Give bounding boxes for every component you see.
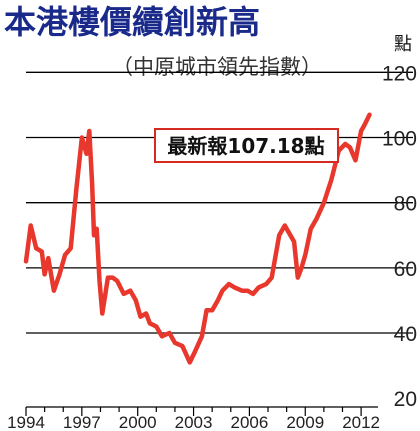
x-tick-label: 1997 (63, 413, 101, 431)
x-axis-ticks: 1994 1997 2000 2003 2006 2009 2012 (7, 406, 380, 431)
callout-box (154, 128, 339, 163)
y-tick-label: 100 (382, 127, 417, 150)
y-tick-label: 80 (394, 193, 417, 216)
chart-title: 本港樓價續創新高 (4, 3, 260, 41)
y-tick-label: 120 (382, 62, 417, 85)
index-series-line (23, 112, 372, 365)
callout-text: 最新報107.18點 (167, 134, 324, 158)
series-layer (23, 112, 372, 365)
y-axis-ticks: 120 100 80 60 40 20 (382, 62, 417, 411)
unit-label: 點 (394, 34, 412, 55)
y-tick-label: 60 (394, 258, 417, 281)
y-tick-label: 40 (394, 323, 417, 346)
y-tick-label: 20 (394, 388, 417, 411)
latest-value-callout: 最新報107.18點 (154, 128, 339, 163)
x-tick-label: 2006 (230, 413, 268, 431)
chart-subtitle: （中原城市領先指數） (112, 55, 322, 79)
x-tick-label: 2009 (286, 413, 324, 431)
x-tick-label: 2000 (119, 413, 157, 431)
x-tick-label: 2003 (175, 413, 213, 431)
x-tick-label: 2012 (342, 413, 380, 431)
x-tick-label: 1994 (7, 413, 45, 431)
